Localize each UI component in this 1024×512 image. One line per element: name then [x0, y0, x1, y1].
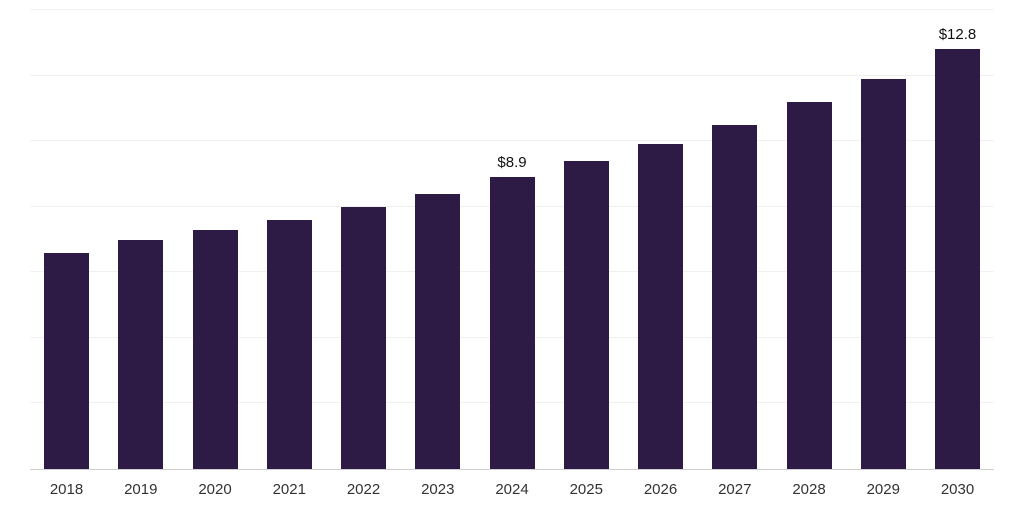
- bar-column: [712, 10, 758, 469]
- bar-column: [118, 10, 164, 469]
- bar: [118, 239, 164, 469]
- bar-column: [192, 10, 238, 469]
- x-tick-label: 2024: [495, 481, 529, 498]
- bar: [935, 49, 980, 469]
- bar-column: [341, 10, 386, 469]
- bar: [860, 78, 906, 469]
- bar-column: $12.8: [935, 10, 980, 469]
- bar: [341, 206, 386, 469]
- bar: [415, 193, 461, 469]
- bar-column: [266, 10, 312, 469]
- bar: [489, 177, 535, 469]
- bar-column: [563, 10, 609, 469]
- bars: $8.9 $12.8: [30, 10, 994, 469]
- bar-column: [44, 10, 89, 469]
- x-tick-label: 2028: [792, 481, 826, 498]
- bar: [192, 229, 238, 469]
- bar-column: [786, 10, 832, 469]
- x-tick-label: 2022: [346, 481, 381, 498]
- x-tick-label: 2027: [718, 481, 752, 498]
- bar: [712, 124, 758, 469]
- bar-value-label: $12.8: [938, 26, 977, 44]
- bar: [266, 219, 312, 469]
- x-tick-label: 2020: [198, 481, 232, 498]
- bar: [563, 160, 609, 469]
- x-tick-label: 2025: [569, 481, 603, 498]
- bar-column: [860, 10, 906, 469]
- bar-column: [415, 10, 461, 469]
- bar: [638, 144, 683, 469]
- x-axis-labels: 2018 2019 2020 2021 2022 2023 2024 2025 2026 2027…: [30, 470, 994, 498]
- bar-column: [638, 10, 683, 469]
- plot-area: $8.9 $12.8: [30, 9, 994, 470]
- bar-column: $8.9: [489, 10, 535, 469]
- bar: [786, 101, 832, 469]
- x-tick-label: 2029: [866, 481, 900, 498]
- x-tick-label: 2026: [643, 481, 678, 498]
- x-tick-label: 2019: [124, 481, 158, 498]
- bar: [44, 252, 89, 469]
- x-tick-label: 2023: [421, 481, 455, 498]
- x-tick-label: 2030: [940, 481, 975, 498]
- bar-value-label: $8.9: [497, 154, 527, 172]
- x-tick-label: 2021: [272, 481, 306, 498]
- x-tick-label: 2018: [49, 481, 84, 498]
